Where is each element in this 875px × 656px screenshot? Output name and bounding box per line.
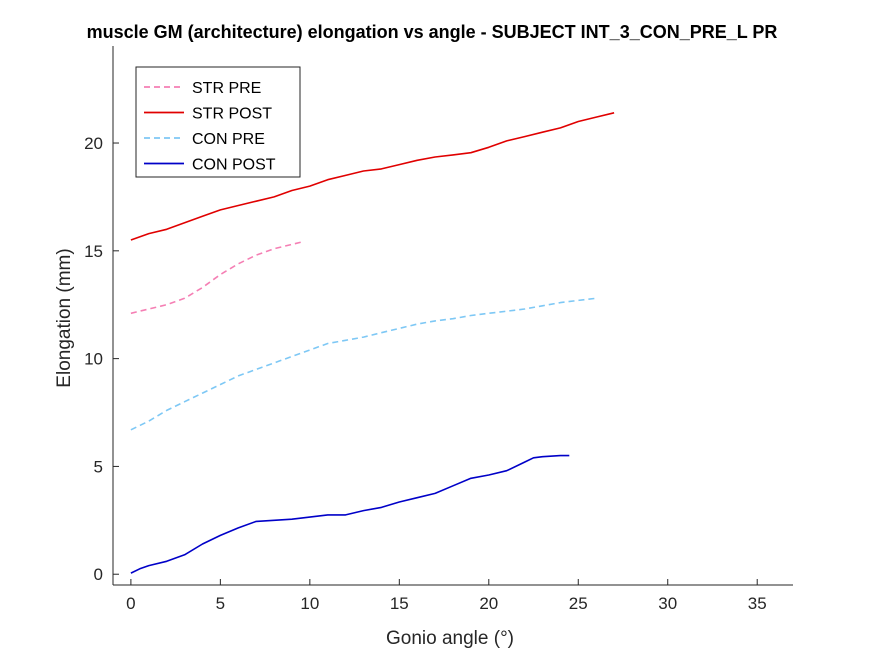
series-line-con-pre <box>130 297 597 431</box>
x-axis-label: Gonio angle (°) <box>386 628 514 649</box>
series-line-str-pre <box>130 241 302 315</box>
y-tick-label: 20 <box>84 134 103 153</box>
y-tick-label: 10 <box>84 350 103 369</box>
x-tick-label: 20 <box>479 594 498 613</box>
plot-area: 0 5 10 15 20 25 30 35 0 5 10 15 20 <box>84 46 793 613</box>
series-line-str-post <box>130 112 615 241</box>
series-line-con-post <box>130 454 570 574</box>
legend-label-str-post: STR POST <box>192 106 272 123</box>
x-tick-label: 30 <box>658 594 677 613</box>
y-axis-label: Elongation (mm) <box>54 248 75 387</box>
legend: STR PRE STR POST CON PRE CON POST <box>135 66 301 178</box>
x-tick-label: 0 <box>126 594 135 613</box>
x-tick-label: 10 <box>300 594 319 613</box>
legend-box <box>135 66 301 178</box>
x-tick-label: 35 <box>748 594 767 613</box>
legend-label-str-pre: STR PRE <box>192 80 261 97</box>
y-tick-label: 15 <box>84 242 103 261</box>
y-tick-label: 5 <box>94 457 103 476</box>
y-tick-label: 0 <box>94 565 103 584</box>
x-tick-label: 5 <box>216 594 225 613</box>
legend-label-con-pre: CON PRE <box>192 131 265 148</box>
chart-title: muscle GM (architecture) elongation vs a… <box>87 22 778 42</box>
legend-label-con-post: CON POST <box>192 157 276 174</box>
x-tick-label: 15 <box>390 594 409 613</box>
x-tick-label: 25 <box>569 594 588 613</box>
